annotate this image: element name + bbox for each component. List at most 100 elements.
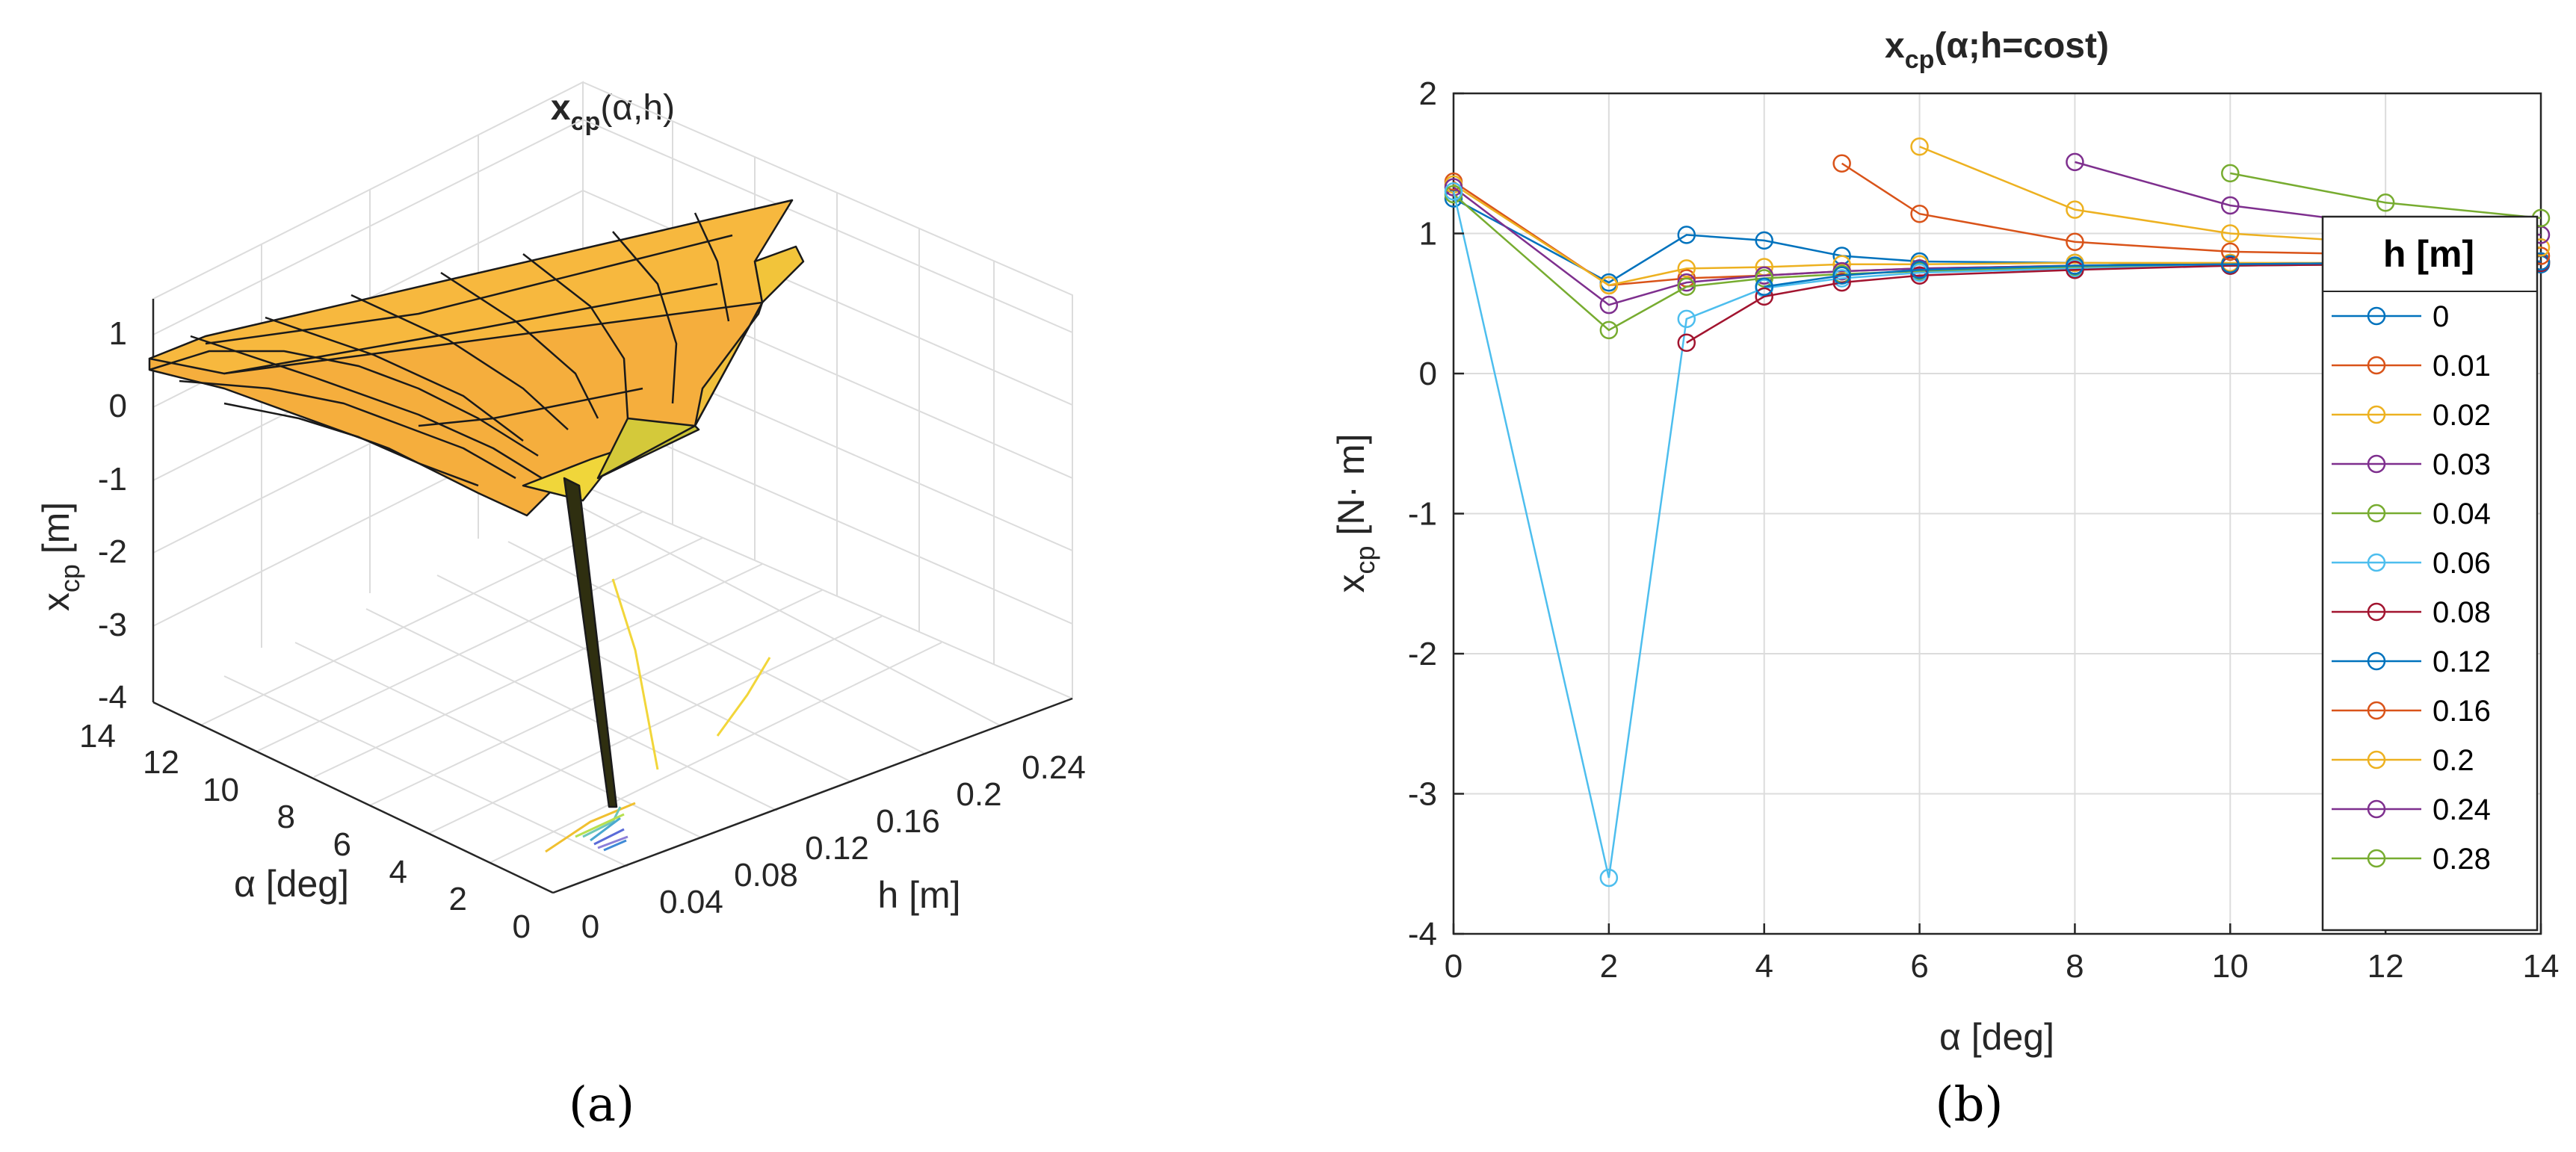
x-tick-label: 6: [1910, 948, 1928, 985]
h-axis-line: [552, 697, 1073, 894]
data-point: [1599, 868, 1619, 888]
alpha-ticks: 14 12 10 8 6 4 2 0: [79, 718, 531, 945]
legend-label: 0.16: [2433, 695, 2491, 728]
alpha-axis-line: [152, 701, 554, 894]
legend-entry: 0.24: [2332, 793, 2491, 826]
panel-b-legend: h [m] 00.010.020.030.040.060.080.120.160…: [2321, 215, 2539, 932]
h-tick: 0.08: [734, 857, 798, 894]
data-point: [1599, 276, 1619, 295]
legend-entry: 0.01: [2332, 350, 2491, 383]
data-point: [2221, 242, 2240, 261]
x-tick-label: 12: [2367, 948, 2404, 985]
data-point: [1677, 333, 1696, 352]
data-point: [2066, 232, 2084, 251]
data-point: [1832, 273, 1851, 292]
y-tick-label: -2: [1408, 636, 1437, 672]
data-point: [2066, 256, 2084, 275]
alpha-tick: 6: [333, 826, 351, 863]
data-point: [1677, 277, 1696, 296]
data-point: [1755, 277, 1773, 296]
legend-marker: [2367, 849, 2386, 868]
h-tick: 0: [581, 908, 599, 945]
legend-title: h [m]: [2383, 233, 2474, 275]
legend-label: 0: [2433, 300, 2449, 333]
legend-label: 0.08: [2433, 596, 2491, 629]
legend-entry: 0.28: [2332, 843, 2491, 876]
z-tick: -1: [98, 461, 127, 498]
legend-entry: 0.04: [2332, 498, 2491, 530]
legend-marker: [2367, 405, 2386, 424]
legend-marker: [2367, 799, 2386, 819]
z-ticks: 1 0 -1 -2 -3 -4: [98, 315, 127, 716]
panel-b-xlabel: α [deg]: [1939, 1016, 2054, 1058]
z-tick: -2: [98, 533, 127, 570]
legend-label: 0.04: [2433, 498, 2491, 530]
data-point: [1444, 182, 1463, 201]
y-tick-label: -4: [1408, 916, 1437, 953]
x-tick-label: 14: [2523, 948, 2560, 985]
data-point: [1910, 261, 1929, 279]
panel-b: xcp(α;h=cost) 0 2 4 6 8 10 12 14 210-1-2-3-4 xc…: [1330, 26, 2559, 1133]
data-point: [1599, 320, 1619, 340]
data-point: [1755, 231, 1773, 250]
data-point: [1599, 295, 1619, 315]
data-point: [2221, 196, 2240, 215]
alpha-tick: 2: [449, 881, 467, 917]
data-point: [1677, 259, 1696, 278]
panel-b-title: xcp(α;h=cost): [1885, 26, 2109, 74]
panel-a-xlabel: α [deg]: [234, 863, 349, 905]
legend-label: 0.02: [2433, 399, 2491, 432]
panel-b-caption: (b): [1936, 1077, 2004, 1133]
panel-b-ylabel: xcp [N· m]: [1330, 433, 1380, 592]
legend-label: 0.24: [2433, 793, 2491, 826]
z-tick: 1: [109, 315, 127, 352]
data-point: [1832, 154, 1851, 173]
x-tick-label: 2: [1600, 948, 1618, 985]
h-tick: 0.16: [876, 803, 940, 840]
panel-a-zlabel: xcp [m]: [35, 502, 85, 611]
legend-marker: [2367, 356, 2386, 375]
legend-marker: [2367, 651, 2386, 671]
legend-entry: 0.2: [2332, 744, 2474, 777]
legend-entry: 0.06: [2332, 547, 2491, 580]
legend-label: 0.01: [2433, 350, 2491, 383]
h-tick: 0.2: [956, 776, 1001, 813]
h-ticks: 0 0.04 0.08 0.12 0.16 0.2 0.24: [581, 749, 1086, 945]
data-point: [2221, 164, 2240, 183]
y-tick-label: -3: [1408, 776, 1437, 813]
alpha-tick: 0: [513, 908, 531, 945]
y-tick-label: 2: [1419, 75, 1437, 112]
data-point: [2221, 255, 2240, 273]
legend-items: 0 0.01 0.02 0.03 0.04 0.06 0.08 0.12 0.16 0.2 0.24…: [2332, 300, 2491, 876]
x-tick-label: 4: [1755, 948, 1773, 985]
data-point: [1677, 226, 1696, 244]
panel-a: xcp(α,h): [35, 81, 1086, 1133]
data-point: [2066, 261, 2084, 279]
data-point: [1677, 273, 1696, 292]
legend-marker: [2367, 553, 2386, 572]
x-tick-label: 10: [2212, 948, 2249, 985]
h-tick: 0.12: [805, 830, 869, 867]
y-tick-label: -1: [1408, 496, 1437, 533]
h-tick: 0.24: [1022, 749, 1086, 786]
legend-box: [2321, 215, 2539, 932]
data-point: [1910, 205, 1929, 223]
legend-marker: [2367, 602, 2386, 622]
panel-a-caption: (a): [569, 1077, 634, 1133]
alpha-tick: 4: [389, 854, 407, 891]
legend-marker: [2367, 454, 2386, 474]
alpha-tick: 10: [203, 772, 239, 808]
legend-entry: 0: [2332, 300, 2449, 333]
data-point: [2066, 152, 2084, 172]
data-point: [1832, 255, 1851, 273]
data-point: [1755, 287, 1773, 306]
data-point: [1910, 137, 1929, 156]
panel-b-xticks: 0 2 4 6 8 10 12 14: [1445, 923, 2560, 985]
legend-entry: 0.12: [2332, 645, 2491, 678]
legend-label: 0.12: [2433, 645, 2491, 678]
y-tick-label: 1: [1419, 216, 1437, 253]
legend-entry: 0.16: [2332, 695, 2491, 728]
legend-label: 0.06: [2433, 547, 2491, 580]
x-tick-label: 0: [1445, 948, 1462, 985]
